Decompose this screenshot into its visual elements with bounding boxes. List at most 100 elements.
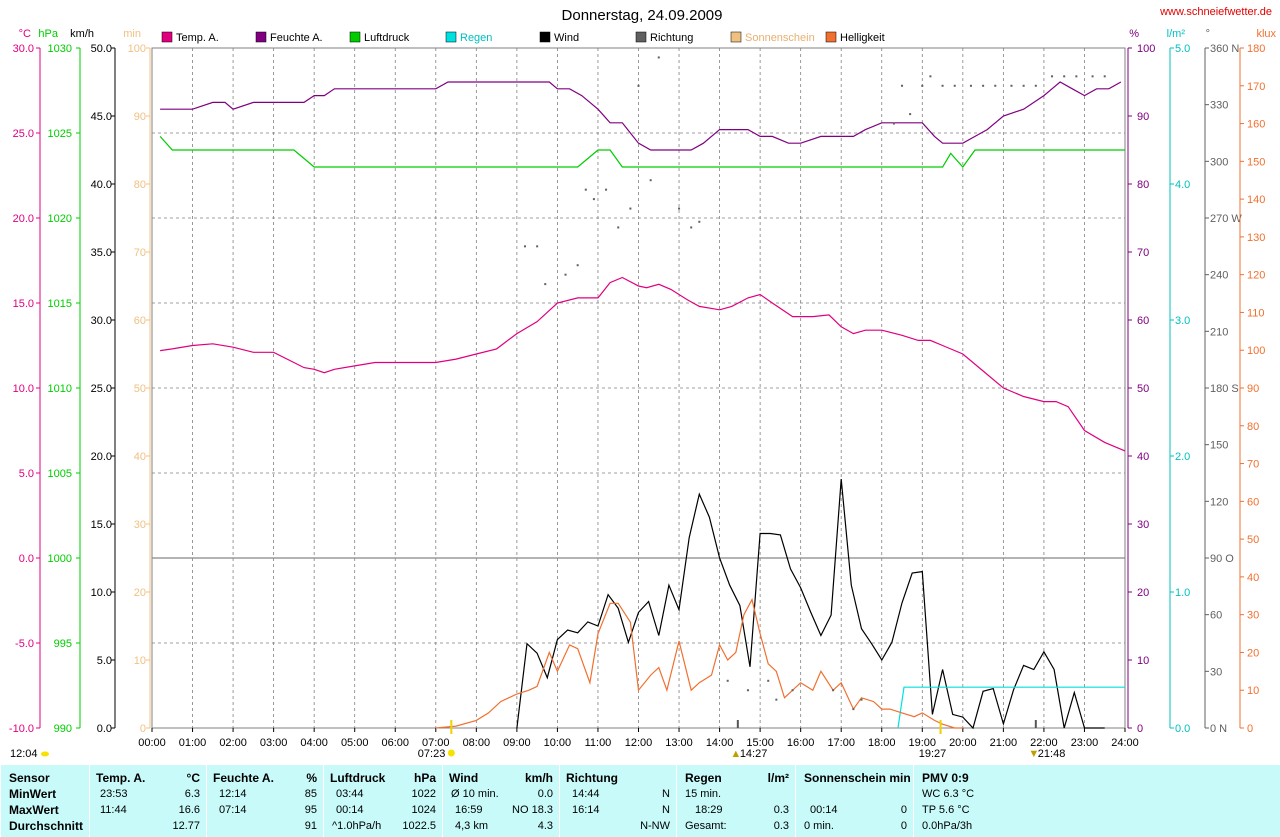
direction-axis-label-5: 210 — [1210, 326, 1228, 338]
time-label-20: 20:00 — [949, 737, 977, 749]
legend-swatch-2 — [349, 31, 361, 43]
direction-axis-label-9: 90 O — [1210, 553, 1234, 565]
lux-axis-label-9: 90 — [1247, 383, 1259, 395]
direction-dot-21 — [832, 689, 835, 692]
press-max-time: 00:14 — [336, 804, 364, 816]
sunshine-axis-label-10: 0 — [140, 723, 146, 735]
col-humidity: Feuchte A. % 12:14 85 07:14 95 91 — [206, 765, 323, 837]
rain-axis-label-2: 3.0 — [1175, 315, 1190, 327]
time-label-16: 16:00 — [787, 737, 815, 749]
wind-min-value: 0.0 — [537, 788, 553, 800]
press-min-value: 1022 — [411, 788, 436, 800]
hdr-wind: Wind — [449, 771, 479, 785]
sunshine-axis-label-8: 20 — [134, 587, 146, 599]
row-label-min: MinWert — [9, 787, 57, 801]
direction-dot-0 — [523, 245, 526, 248]
legend-label-2: Luftdruck — [364, 32, 410, 44]
humidity-axis-label-3: 70 — [1137, 247, 1149, 259]
lux-axis-label-14: 40 — [1247, 572, 1259, 584]
temp-axis-label-0: 30.0 — [13, 43, 34, 55]
direction-dot-36 — [1034, 84, 1037, 87]
col-sensor: Sensor MinWert MaxWert Durchschnitt — [0, 765, 89, 837]
time-markers: 07:23 19:27 14:27▲ 21:48▼ 12:04 — [10, 720, 1065, 760]
direction-dot-38 — [1063, 75, 1066, 78]
pressure-axis-label-2: 1020 — [48, 213, 72, 225]
humidity-axis-label-6: 40 — [1137, 451, 1149, 463]
sun-max-time: 00:14 — [810, 804, 838, 816]
direction-dot-31 — [969, 84, 972, 87]
series-line-2 — [159, 135, 1125, 168]
hum-max-time: 07:14 — [219, 804, 247, 816]
series-line-4 — [897, 686, 1125, 729]
direction-dot-24 — [892, 122, 895, 125]
moonrise-label: 14:27 — [740, 748, 768, 760]
wind-max-value: NO 18.3 — [512, 804, 553, 816]
temp-axis-label-5: 5.0 — [19, 468, 34, 480]
direction-axis-label-6: 180 S — [1210, 383, 1239, 395]
dir-avg-value: N-NW — [640, 820, 670, 832]
time-label-22: 22:00 — [1030, 737, 1058, 749]
direction-axis-label-2: 300 — [1210, 156, 1228, 168]
direction-dot-10 — [637, 84, 640, 87]
lux-axis-label-12: 60 — [1247, 496, 1259, 508]
hdr-rain: Regen — [685, 771, 722, 785]
temp-axis-label-3: 15.0 — [13, 298, 34, 310]
time-label-21: 21:00 — [990, 737, 1018, 749]
rain-total-value: 0.3 — [773, 820, 789, 832]
sunshine-axis-label-5: 50 — [134, 383, 146, 395]
temp-max-value: 16.6 — [178, 804, 200, 816]
col-direction: Richtung 14:44 N 16:14 N N-NW — [559, 765, 676, 837]
website-link[interactable]: www.schneiefwetter.de — [1159, 6, 1272, 18]
direction-dot-4 — [576, 264, 579, 267]
direction-dot-16 — [726, 679, 729, 682]
pressure-axis-label-8: 990 — [54, 723, 72, 735]
lux-axis-label-10: 80 — [1247, 421, 1259, 433]
wind-distance: 4,3 km — [455, 820, 489, 832]
time-label-11: 11:00 — [585, 737, 612, 749]
time-label-1: 01:00 — [179, 737, 207, 749]
temp-axis-label-4: 10.0 — [13, 383, 34, 395]
direction-axis-label-0: 360 N — [1210, 43, 1239, 55]
lux-axis-label-17: 10 — [1247, 685, 1259, 697]
hum-max-value: 95 — [304, 804, 317, 816]
unit-label-1: hPa — [38, 28, 58, 40]
pressure-axis-label-1: 1025 — [48, 128, 72, 140]
rain-axis-label-0: 5.0 — [1175, 43, 1190, 55]
wind-axis-label-8: 10.0 — [91, 587, 112, 599]
direction-dot-8 — [617, 226, 620, 229]
press-trend: ^1.0hPa/h — [332, 820, 382, 832]
sunshine-axis-label-4: 60 — [134, 315, 146, 327]
lux-axis-label-3: 150 — [1247, 156, 1265, 168]
lux-axis-label-4: 140 — [1247, 194, 1265, 206]
wind-axis-label-2: 40.0 — [91, 179, 112, 191]
axis-units: °C hPa km/h min% l/m² ° klux — [19, 28, 1277, 40]
hdr-sunshine: Sonnenschein min — [804, 771, 911, 785]
unit-label-4: % — [1129, 28, 1139, 40]
col-sunshine: Sonnenschein min 00:14 0 0 min. 0 — [795, 765, 913, 837]
press-avg-value: 1022.5 — [402, 820, 436, 832]
pmv-windchill: WC 6.3 °C — [922, 788, 975, 800]
sun-max-value: 0 — [900, 804, 907, 816]
pmv-dewpoint: TP 5.6 °C — [922, 804, 970, 816]
wind-axis-label-0: 50.0 — [91, 43, 112, 55]
time-label-7: 07:00 — [422, 737, 450, 749]
direction-dot-32 — [982, 84, 985, 87]
direction-dot-13 — [678, 207, 681, 210]
time-label-10: 10:00 — [544, 737, 572, 749]
sunshine-axis-label-0: 100 — [128, 43, 146, 55]
time-label-2: 02:00 — [219, 737, 247, 749]
direction-dot-17 — [746, 689, 749, 692]
legend-label-5: Richtung — [650, 32, 693, 44]
humidity-axis-label-5: 50 — [1137, 383, 1149, 395]
time-label-17: 17:00 — [827, 737, 855, 749]
rain-axis-label-5: 0.0 — [1175, 723, 1190, 735]
temp-axis-label-7: -5.0 — [15, 638, 34, 650]
legend-label-1: Feuchte A. — [270, 32, 323, 44]
wind-avg-value: 4.3 — [537, 820, 553, 832]
lux-axis-label-11: 70 — [1247, 459, 1259, 471]
direction-dot-3 — [564, 273, 567, 276]
series-group — [159, 56, 1126, 730]
direction-dot-41 — [1103, 75, 1106, 78]
lux-axis-label-0: 180 — [1247, 43, 1265, 55]
direction-dot-9 — [629, 207, 632, 210]
